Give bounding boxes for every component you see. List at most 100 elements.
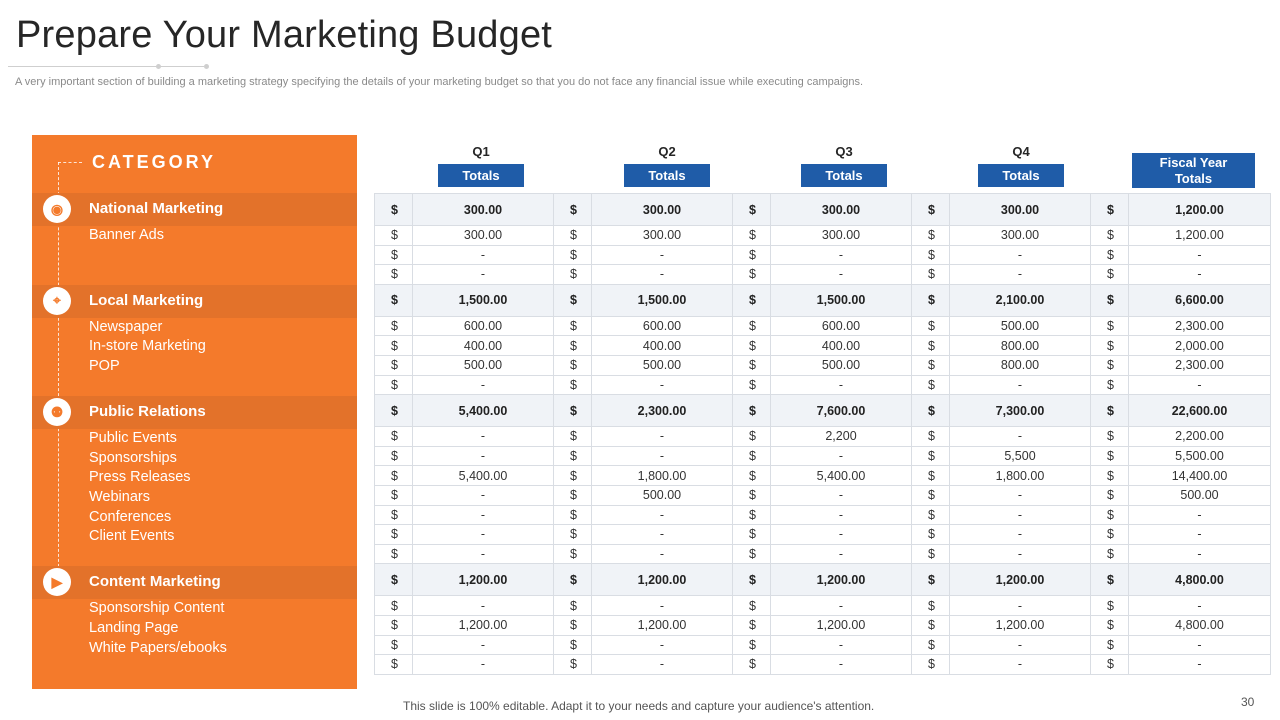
value-cell: 300.00 bbox=[949, 193, 1091, 226]
value-cell: - bbox=[591, 264, 733, 285]
value-cell: - bbox=[1128, 634, 1271, 656]
value-cell: 300.00 bbox=[591, 225, 733, 246]
value-cell: 300.00 bbox=[591, 193, 733, 226]
value-cell: 1,200.00 bbox=[591, 614, 733, 636]
currency-cell: $ bbox=[732, 563, 771, 597]
currency-cell: $ bbox=[911, 543, 950, 565]
table-row: $ - $ - $ - $ - $ - bbox=[374, 264, 1271, 285]
line-item-label: Conferences bbox=[89, 508, 172, 525]
currency-cell: $ bbox=[374, 634, 413, 656]
value-cell: - bbox=[1128, 504, 1271, 526]
value-cell: 1,500.00 bbox=[412, 283, 554, 317]
totals-header-q3: Totals bbox=[801, 164, 887, 187]
value-cell: 2,300.00 bbox=[1128, 354, 1271, 376]
currency-cell: $ bbox=[1090, 426, 1129, 447]
currency-cell: $ bbox=[374, 283, 413, 317]
page-number: 30 bbox=[1241, 695, 1255, 709]
currency-cell: $ bbox=[1090, 634, 1129, 656]
line-item-label: Banner Ads bbox=[89, 227, 164, 243]
currency-cell: $ bbox=[911, 354, 950, 376]
table-row: $ - $ - $ - $ - $ - bbox=[374, 504, 1271, 526]
value-cell: 400.00 bbox=[770, 335, 912, 356]
table-row: $ - $ - $ - $ - $ - bbox=[374, 654, 1271, 675]
category-band bbox=[32, 193, 357, 226]
currency-cell: $ bbox=[1090, 445, 1129, 467]
currency-cell: $ bbox=[374, 354, 413, 376]
currency-cell: $ bbox=[1090, 563, 1129, 597]
value-cell: - bbox=[770, 634, 912, 656]
currency-cell: $ bbox=[732, 394, 771, 428]
value-cell: - bbox=[412, 426, 554, 447]
currency-cell: $ bbox=[1090, 504, 1129, 526]
currency-cell: $ bbox=[911, 283, 950, 317]
value-cell: - bbox=[949, 595, 1091, 616]
currency-cell: $ bbox=[553, 595, 592, 616]
currency-cell: $ bbox=[911, 244, 950, 266]
value-cell: - bbox=[591, 654, 733, 675]
currency-cell: $ bbox=[553, 504, 592, 526]
category-total-row: $5,400.00 $2,300.00 $7,600.00 $7,300.00 $22,… bbox=[374, 394, 1271, 428]
currency-cell: $ bbox=[553, 335, 592, 356]
line-item-label: Newspaper bbox=[89, 318, 163, 335]
currency-cell: $ bbox=[374, 374, 413, 396]
value-cell: - bbox=[770, 504, 912, 526]
currency-cell: $ bbox=[553, 394, 592, 428]
fiscal-totals-label: Totals bbox=[1174, 170, 1213, 186]
currency-cell: $ bbox=[911, 504, 950, 526]
currency-cell: $ bbox=[374, 315, 413, 337]
value-cell: 5,400.00 bbox=[412, 465, 554, 486]
value-cell: 1,200.00 bbox=[770, 563, 912, 597]
currency-cell: $ bbox=[911, 595, 950, 616]
content-play-icon: ▶ bbox=[43, 568, 71, 597]
value-cell: 1,500.00 bbox=[591, 283, 733, 317]
value-cell: 600.00 bbox=[412, 315, 554, 337]
value-cell: - bbox=[412, 484, 554, 506]
value-cell: 600.00 bbox=[770, 315, 912, 337]
currency-cell: $ bbox=[374, 445, 413, 467]
currency-cell: $ bbox=[1090, 484, 1129, 506]
table-row: $ - $500.00 $ - $ - $500.00 bbox=[374, 484, 1271, 506]
value-cell: 7,300.00 bbox=[949, 394, 1091, 428]
currency-cell: $ bbox=[732, 614, 771, 636]
value-cell: - bbox=[591, 445, 733, 467]
currency-cell: $ bbox=[1090, 465, 1129, 486]
value-cell: 1,200.00 bbox=[770, 614, 912, 636]
currency-cell: $ bbox=[732, 193, 771, 226]
page-subtitle: A very important section of building a m… bbox=[15, 76, 864, 88]
value-cell: 1,200.00 bbox=[591, 563, 733, 597]
value-cell: - bbox=[770, 595, 912, 616]
value-cell: - bbox=[949, 264, 1091, 285]
quarter-label-2: Q2 bbox=[658, 144, 676, 159]
currency-cell: $ bbox=[553, 654, 592, 675]
value-cell: 4,800.00 bbox=[1128, 614, 1271, 636]
value-cell: 1,500.00 bbox=[770, 283, 912, 317]
totals-header-q4: Totals bbox=[978, 164, 1064, 187]
currency-cell: $ bbox=[911, 614, 950, 636]
currency-cell: $ bbox=[553, 374, 592, 396]
value-cell: - bbox=[949, 524, 1091, 545]
currency-cell: $ bbox=[732, 445, 771, 467]
table-row: $ - $ - $ - $5,500 $5,500.00 bbox=[374, 445, 1271, 467]
currency-cell: $ bbox=[374, 614, 413, 636]
currency-cell: $ bbox=[374, 225, 413, 246]
value-cell: - bbox=[412, 595, 554, 616]
currency-cell: $ bbox=[911, 335, 950, 356]
value-cell: 300.00 bbox=[412, 225, 554, 246]
line-item-label: In-store Marketing bbox=[89, 338, 206, 355]
value-cell: 5,500 bbox=[949, 445, 1091, 467]
value-cell: - bbox=[1128, 654, 1271, 675]
currency-cell: $ bbox=[374, 504, 413, 526]
currency-cell: $ bbox=[374, 426, 413, 447]
value-cell: - bbox=[412, 445, 554, 467]
value-cell: 2,100.00 bbox=[949, 283, 1091, 317]
currency-cell: $ bbox=[1090, 315, 1129, 337]
value-cell: 2,200.00 bbox=[1128, 426, 1271, 447]
value-cell: - bbox=[770, 264, 912, 285]
value-cell: 2,000.00 bbox=[1128, 335, 1271, 356]
currency-cell: $ bbox=[732, 354, 771, 376]
value-cell: - bbox=[412, 654, 554, 675]
currency-cell: $ bbox=[732, 225, 771, 246]
globe-megaphone-icon: ◉ bbox=[43, 195, 71, 223]
currency-cell: $ bbox=[732, 426, 771, 447]
value-cell: - bbox=[949, 654, 1091, 675]
